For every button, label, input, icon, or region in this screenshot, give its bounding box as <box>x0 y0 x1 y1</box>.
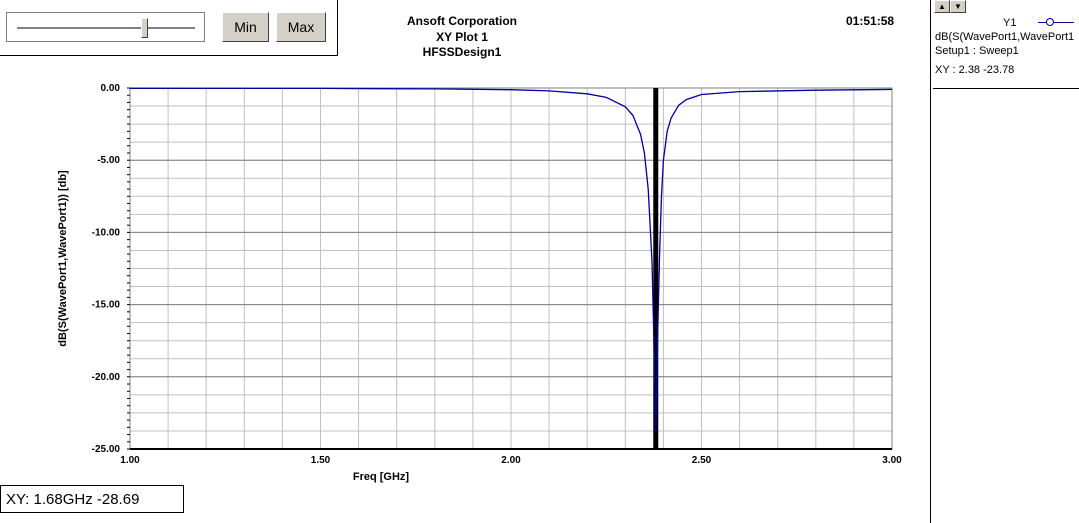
plot-title: XY Plot 1 <box>436 30 488 44</box>
x-tick-label: 2.50 <box>692 455 712 466</box>
max-button[interactable]: Max <box>276 12 326 42</box>
y-tick-label: -25.00 <box>92 444 121 455</box>
panel-divider <box>930 0 931 523</box>
min-button[interactable]: Min <box>222 12 269 42</box>
y-tick-label: 0.00 <box>101 83 121 94</box>
legend-marker-readout: XY : 2.38 -23.78 <box>935 64 1015 76</box>
y-tick-label: -15.00 <box>92 300 121 311</box>
timestamp: 01:51:58 <box>846 14 895 28</box>
slider-track <box>17 27 195 30</box>
y-tick-label: -10.00 <box>92 227 121 238</box>
series-line <box>129 87 893 432</box>
x-tick-label: 2.00 <box>501 455 521 466</box>
down-arrow-icon[interactable]: ▼ <box>950 0 966 13</box>
legend-panel <box>933 0 1079 89</box>
x-tick-label: 1.00 <box>120 455 140 466</box>
x-tick-label: 3.00 <box>882 455 902 466</box>
design-name: HFSSDesign1 <box>422 45 502 59</box>
x-tick-label: 1.50 <box>311 455 331 466</box>
slider-thumb[interactable] <box>140 18 148 38</box>
y-tick-label: -20.00 <box>92 372 121 383</box>
x-axis-label: Freq [GHz] <box>353 471 410 483</box>
y-axis-label: dB(S(WavePort1,WavePort1)) [db] <box>57 170 69 347</box>
xy-plot[interactable]: 0.00 -5.00 -10.00 -15.00 -20.00 -25.001.00 1.5… <box>0 0 930 523</box>
legend-expression: dB(S(WavePort1,WavePort1 <box>935 31 1075 43</box>
legend-trace-name: Y1 <box>1003 17 1017 29</box>
legend-circle-marker-icon <box>1046 18 1054 26</box>
zoom-slider[interactable] <box>6 12 205 42</box>
legend-line-swatch <box>1038 22 1074 23</box>
cursor-readout: XY: 1.68GHz -28.69 <box>0 485 184 513</box>
up-arrow-icon[interactable]: ▲ <box>934 0 950 13</box>
legend-setup: Setup1 : Sweep1 <box>935 45 1019 57</box>
company-name: Ansoft Corporation <box>407 14 517 28</box>
y-tick-label: -5.00 <box>97 155 120 166</box>
